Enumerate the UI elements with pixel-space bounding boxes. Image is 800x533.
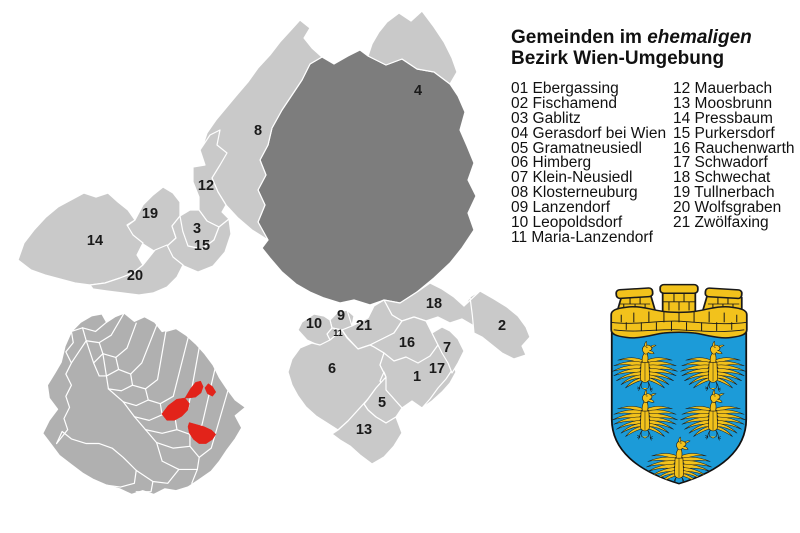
svg-text:4: 4	[414, 83, 422, 99]
svg-text:10: 10	[306, 316, 322, 332]
svg-text:3: 3	[193, 221, 201, 237]
svg-text:6: 6	[328, 361, 336, 377]
svg-text:18: 18	[426, 296, 442, 312]
svg-text:7: 7	[443, 340, 451, 356]
svg-text:19: 19	[142, 206, 158, 222]
svg-text:1: 1	[413, 369, 421, 385]
svg-text:12: 12	[198, 178, 214, 194]
svg-text:2: 2	[498, 318, 506, 334]
svg-text:21: 21	[356, 318, 372, 334]
svg-text:11: 11	[333, 328, 343, 338]
svg-text:20: 20	[127, 268, 143, 284]
svg-text:16: 16	[399, 335, 415, 351]
svg-text:14: 14	[87, 233, 103, 249]
svg-text:13: 13	[356, 422, 372, 438]
svg-text:9: 9	[337, 308, 345, 324]
svg-text:8: 8	[254, 123, 262, 139]
svg-text:17: 17	[429, 361, 445, 377]
svg-text:15: 15	[194, 238, 210, 254]
svg-text:5: 5	[378, 395, 386, 411]
